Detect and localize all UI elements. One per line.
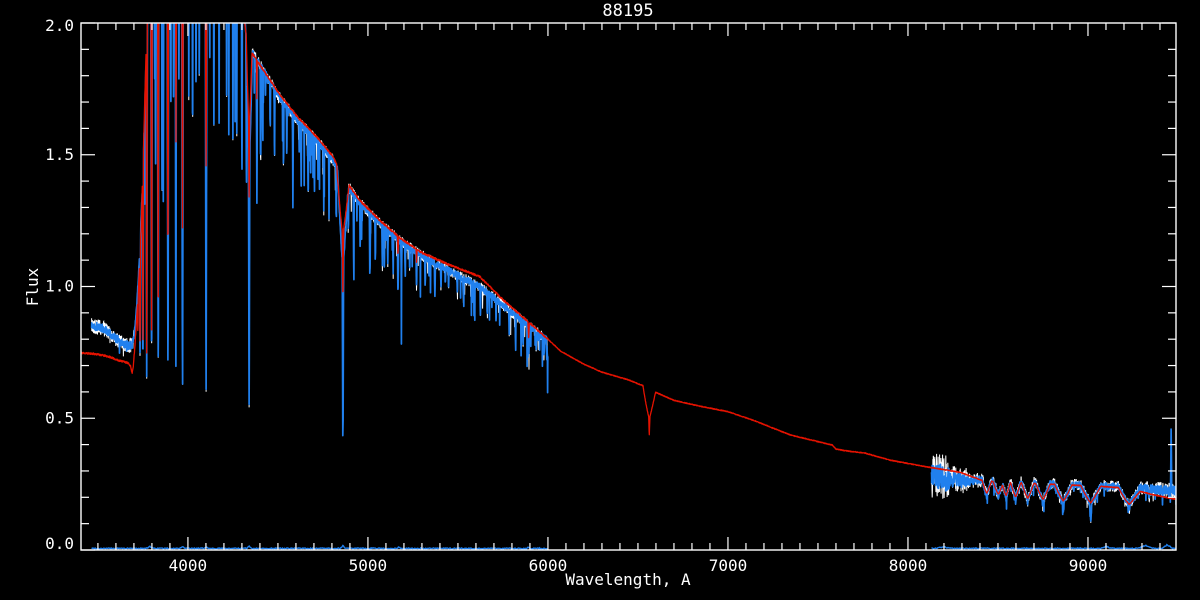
x-tick-label: 6000 [529, 556, 568, 575]
x-tick-label: 5000 [349, 556, 388, 575]
error-spectrum-line [91, 544, 548, 550]
x-tick-label: 4000 [169, 556, 208, 575]
y-tick-label: 1.5 [45, 145, 74, 164]
model-spectrum-line [81, 23, 1176, 506]
y-tick-label: 0.5 [45, 408, 74, 427]
y-axis-label: Flux [23, 267, 42, 306]
axis-ticks [81, 22, 1176, 551]
x-tick-label: 8000 [889, 556, 928, 575]
plot-title: 88195 [602, 1, 653, 21]
y-tick-label: 2.0 [45, 16, 74, 35]
x-tick-label: 9000 [1069, 556, 1108, 575]
y-tick-label: 1.0 [45, 277, 74, 296]
x-tick-label: 7000 [709, 556, 748, 575]
x-axis-label: Wavelength, A [565, 570, 691, 589]
error-spectrum-line [931, 543, 1176, 550]
y-tick-label: 0.0 [45, 534, 74, 553]
spectrum-series [81, 23, 1176, 550]
observed-spectrum-line [90, 23, 549, 437]
plot-frame [80, 22, 1177, 551]
axis-tick-labels: 4000 5000 6000 7000 8000 9000 0.0 0.5 1.0 1.5 2.0 [45, 16, 1107, 575]
observed-spectrum-line [930, 428, 1176, 522]
